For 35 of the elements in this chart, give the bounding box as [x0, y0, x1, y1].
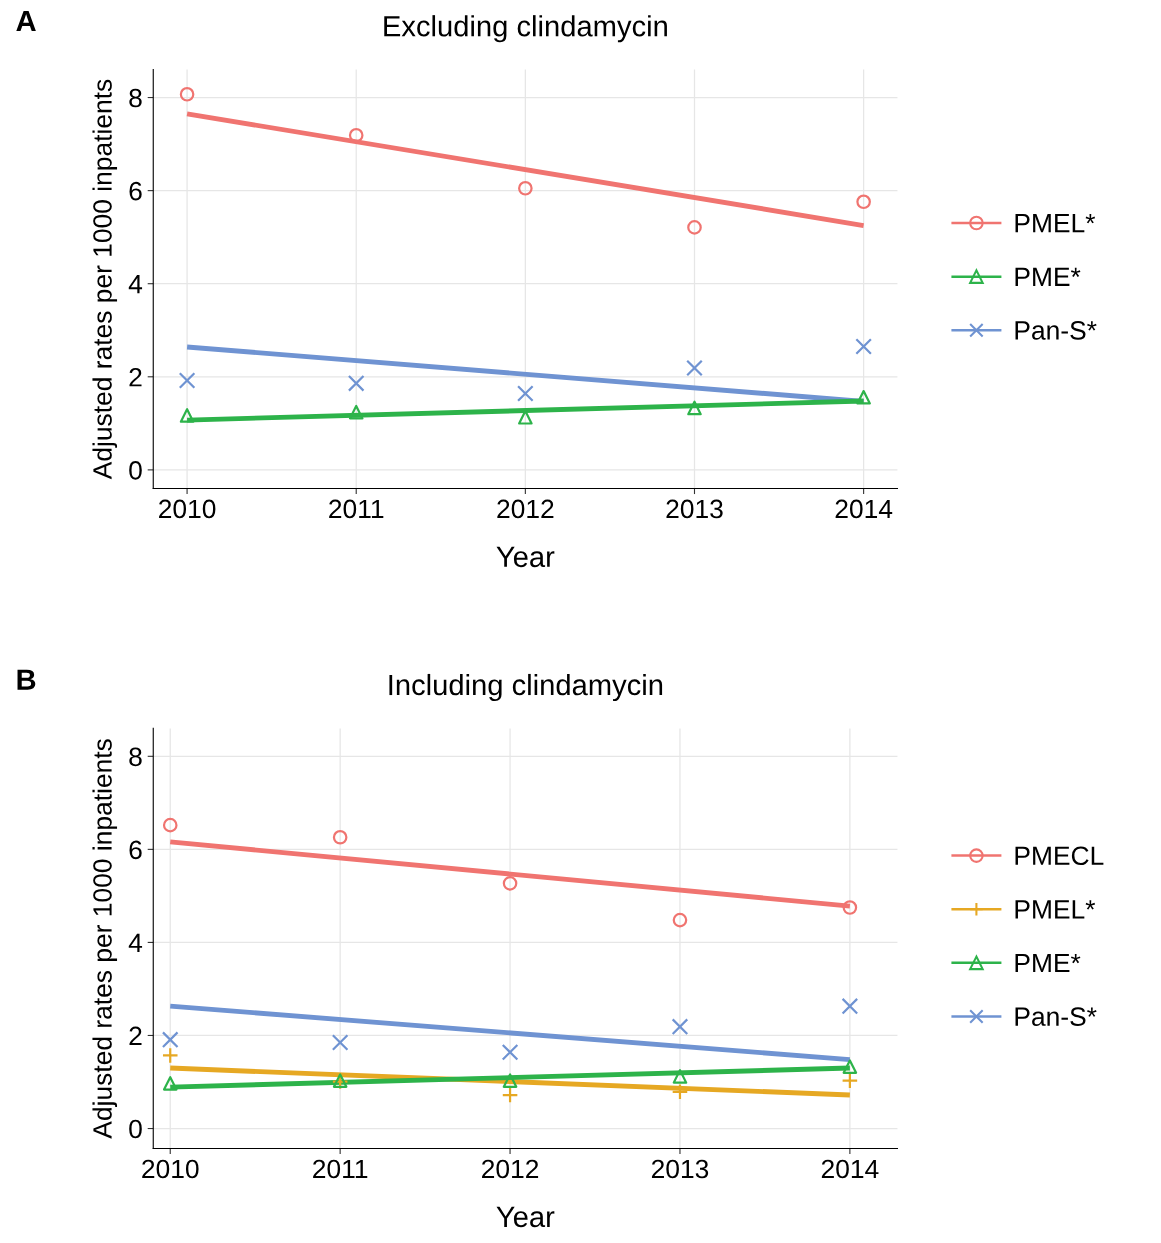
x-tick-label: 2010 — [159, 499, 216, 519]
x-tick-label: 2010 — [142, 1159, 199, 1179]
legend-label: PME* — [1015, 267, 1081, 286]
x-tick-label: 2013 — [651, 1159, 709, 1179]
x-tick-label: 2011 — [329, 499, 384, 519]
y-tick-label: 4 — [128, 933, 143, 952]
x-axis-title: Year — [496, 546, 555, 568]
y-tick-label: 4 — [128, 275, 143, 294]
x-tick-label: 2014 — [821, 1159, 879, 1179]
text: A — [16, 11, 36, 32]
legend-label: PME* — [1015, 953, 1081, 973]
x-tick-label: 2013 — [666, 499, 723, 519]
x-axis-title: Year — [496, 1206, 555, 1228]
y-tick-label: 0 — [129, 1119, 142, 1139]
chart-title: Including clindamycin — [389, 673, 663, 702]
legend-label: PMEL* — [1015, 900, 1096, 919]
legend-label: Pan-S* — [1015, 1007, 1097, 1026]
y-tick-label: 0 — [129, 461, 142, 480]
y-tick-label: 2 — [129, 1026, 142, 1046]
y-tick-label: 8 — [129, 747, 142, 767]
y-axis-title: Adjusted rates per 1000 inpatients — [92, 79, 118, 480]
y-tick-label: 6 — [129, 181, 142, 201]
y-tick-label: 8 — [129, 88, 142, 108]
chart-title: Excluding clindamycin — [384, 15, 667, 43]
legend-label: PMEL* — [1015, 214, 1096, 233]
x-tick-label: 2011 — [313, 1159, 368, 1179]
x-tick-label: 2014 — [835, 499, 893, 519]
y-tick-label: 6 — [129, 840, 142, 860]
y-tick-label: 2 — [129, 367, 142, 387]
text: B — [17, 669, 36, 690]
legend-label: PMECL — [1015, 846, 1104, 866]
x-tick-label: 2012 — [497, 499, 554, 519]
legend-label: Pan-S* — [1015, 321, 1097, 340]
y-axis-title: Adjusted rates per 1000 inpatients — [92, 739, 118, 1139]
x-tick-label: 2012 — [482, 1159, 539, 1179]
